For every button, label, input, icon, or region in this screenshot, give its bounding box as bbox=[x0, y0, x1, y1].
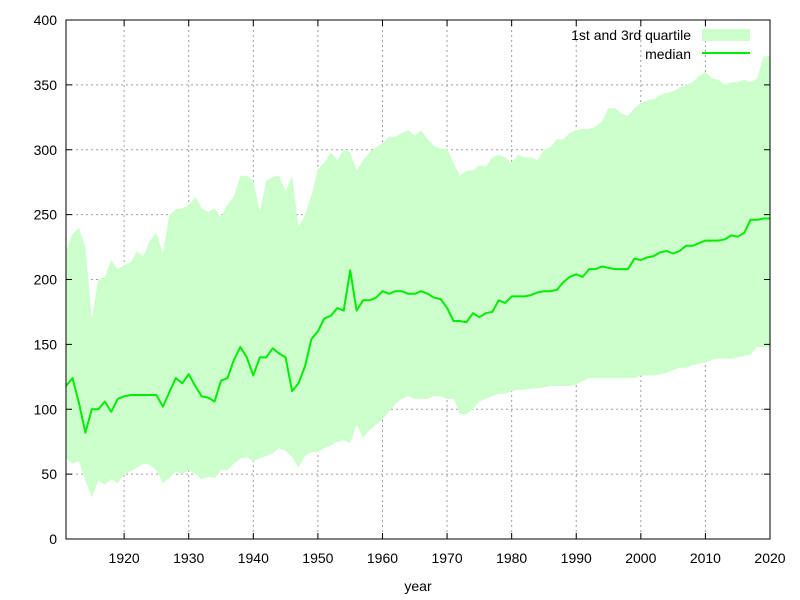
y-tick-label: 100 bbox=[34, 401, 58, 417]
quartile-band-area bbox=[66, 56, 770, 498]
y-tick-label: 0 bbox=[49, 531, 57, 547]
x-axis-label: year bbox=[404, 578, 432, 594]
median-line bbox=[65, 217, 770, 434]
y-tick-label: 250 bbox=[34, 207, 58, 223]
x-tick-labels: 1920 1930 1940 1950 1960 1970 1980 1990 2000 2010… bbox=[109, 550, 786, 566]
y-tick-label: 400 bbox=[34, 12, 58, 28]
legend-label-median: median bbox=[645, 46, 691, 62]
legend-swatch-quartile bbox=[702, 29, 750, 41]
legend: 1st and 3rd quartile median bbox=[571, 27, 750, 62]
x-tick-label: 2010 bbox=[690, 550, 721, 566]
y-tick-labels: 0 50 100 150 200 250 300 350 400 bbox=[34, 12, 58, 547]
x-tick-label: 1970 bbox=[431, 550, 462, 566]
median-series-line bbox=[65, 217, 770, 434]
x-tick-label: 1960 bbox=[367, 550, 398, 566]
quartile-band bbox=[66, 56, 770, 498]
x-tick-label: 1990 bbox=[561, 550, 592, 566]
y-tick-label: 350 bbox=[34, 77, 58, 93]
x-tick-label: 1920 bbox=[109, 550, 140, 566]
x-tick-label: 1940 bbox=[238, 550, 269, 566]
legend-label-quartile: 1st and 3rd quartile bbox=[571, 27, 691, 43]
x-tick-label: 2000 bbox=[625, 550, 656, 566]
x-tick-label: 2020 bbox=[754, 550, 785, 566]
y-tick-label: 150 bbox=[34, 336, 58, 352]
y-tick-label: 200 bbox=[34, 272, 58, 288]
x-tick-label: 1930 bbox=[173, 550, 204, 566]
y-tick-label: 300 bbox=[34, 142, 58, 158]
axis-ticks bbox=[66, 19, 771, 540]
y-tick-label: 50 bbox=[41, 466, 57, 482]
x-tick-label: 1950 bbox=[302, 550, 333, 566]
x-tick-label: 1980 bbox=[496, 550, 527, 566]
